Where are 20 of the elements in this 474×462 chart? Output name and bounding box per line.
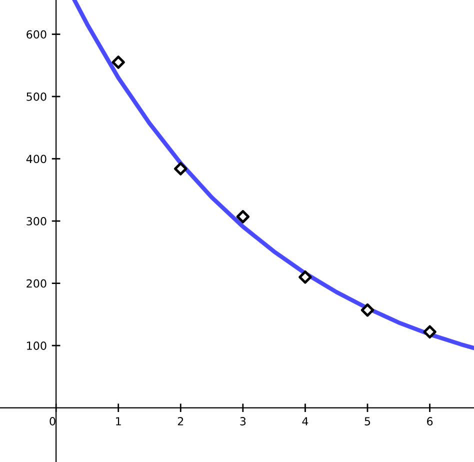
point — [112, 56, 125, 69]
point — [174, 162, 188, 176]
x-tick-label: 6 — [427, 417, 433, 426]
y-tick-label: 200 — [26, 279, 46, 288]
y-tick-label: 100 — [27, 342, 46, 350]
point — [423, 325, 436, 338]
point — [360, 303, 374, 317]
y-tick-label: 400 — [26, 154, 46, 164]
x-tick-label: 1 — [116, 417, 121, 426]
x-tick-label: 4 — [302, 417, 308, 426]
point — [236, 210, 250, 224]
line-series — [72, 0, 474, 350]
point — [298, 270, 312, 284]
y-tick-label: 500 — [26, 92, 46, 101]
y-tick-label: 600 — [26, 30, 46, 39]
x-tick-label: 0 — [50, 417, 56, 426]
y-tick-label: 300 — [26, 217, 46, 226]
x-tick-label: 2 — [178, 417, 184, 426]
x-tick-label: 3 — [240, 417, 246, 426]
x-tick-label: 5 — [364, 417, 370, 426]
